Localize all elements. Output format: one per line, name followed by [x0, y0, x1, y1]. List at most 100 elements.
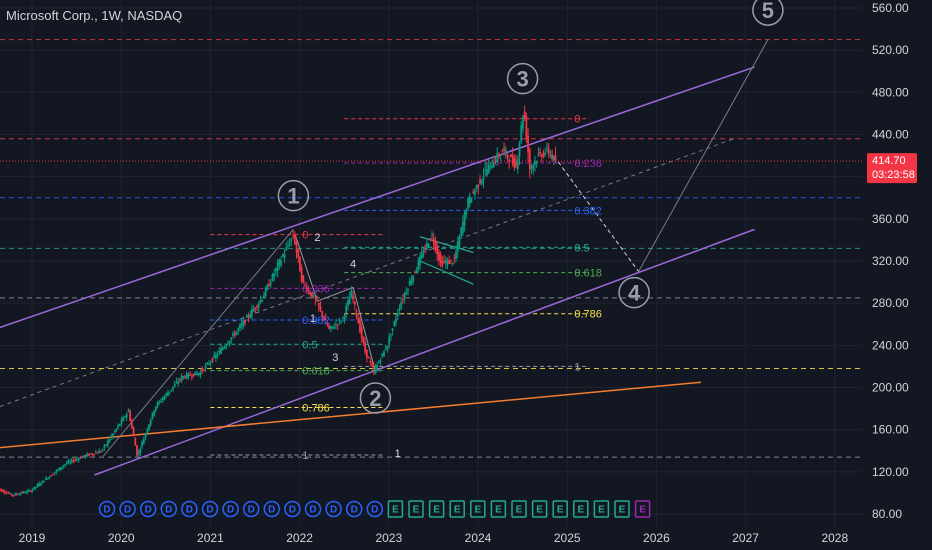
candle [55, 470, 58, 473]
x-tick-label: 2019 [19, 531, 46, 545]
candle [537, 154, 540, 156]
dividend-badge-label: D [330, 505, 337, 516]
candle [220, 348, 222, 354]
dividend-badge-label: D [103, 505, 110, 516]
candle [498, 155, 500, 157]
candle [551, 154, 554, 159]
candle [273, 273, 276, 277]
dividend-badge [304, 500, 322, 518]
candle [170, 389, 173, 391]
candle [261, 300, 264, 302]
support-line [0, 381, 702, 449]
dividend-badge [181, 500, 198, 518]
candle [168, 391, 171, 393]
candle [235, 331, 238, 335]
candle [486, 169, 488, 176]
dividend-badge-label: D [268, 505, 275, 516]
candle [305, 287, 308, 292]
earnings-badge [511, 500, 527, 518]
candle [48, 476, 51, 479]
candle [376, 364, 379, 370]
candle [288, 244, 291, 246]
candle [132, 427, 135, 437]
fib-label: 1 [302, 450, 308, 462]
dividend-badge-label: D [227, 505, 234, 516]
candle [491, 166, 493, 169]
candle [389, 335, 392, 337]
sub-wave-label: 1 [310, 313, 316, 325]
candle [230, 337, 233, 341]
candle [149, 419, 152, 426]
candle [118, 423, 121, 426]
dividend-badge [222, 500, 239, 518]
fib-label: 0.382 [302, 315, 330, 327]
candle [523, 111, 526, 119]
candle [360, 327, 363, 338]
x-tick-label: 2027 [732, 531, 759, 545]
candle [245, 315, 248, 318]
candle [208, 363, 210, 365]
dividend-badge [284, 500, 301, 518]
candle [62, 465, 65, 467]
candle [199, 371, 202, 376]
annotations: 0 0.236 0.382 0.5 0.618 0.786 1 0 0.236 0.382 0.5 0… [277, 0, 784, 462]
candle [448, 260, 451, 264]
candle [441, 261, 444, 267]
candle [153, 410, 156, 416]
candle [43, 481, 46, 483]
candle [58, 467, 61, 471]
candle [434, 240, 437, 251]
candle [34, 486, 37, 488]
candle [528, 148, 531, 170]
candle [479, 179, 481, 184]
candle [98, 450, 101, 454]
candle [70, 459, 73, 462]
dividend-badge [345, 500, 363, 518]
candle [419, 256, 421, 266]
candle [371, 364, 373, 366]
candle [297, 249, 300, 258]
earnings-badge-label: E [639, 505, 646, 516]
candle [38, 483, 41, 487]
candle [175, 381, 178, 383]
candle [130, 420, 133, 429]
candle [201, 369, 204, 372]
candle [506, 154, 509, 157]
candle [134, 438, 137, 446]
candle [148, 424, 150, 431]
candle [458, 236, 461, 247]
candle [223, 346, 226, 349]
earnings-badge [470, 500, 486, 518]
price-tag: 414.70 03:23:58 [867, 153, 917, 184]
candle [103, 445, 106, 449]
candle [94, 452, 97, 454]
dividend-badge [366, 500, 384, 518]
x-tick-label: 2020 [108, 531, 135, 545]
candle [202, 369, 205, 371]
candle [105, 444, 108, 446]
dividend-badge-label: D [289, 505, 296, 516]
candle [136, 445, 138, 456]
earnings-badge [552, 500, 568, 518]
candle [194, 371, 197, 376]
fib-label: 0 [302, 230, 308, 242]
candle [141, 441, 144, 447]
candle [226, 343, 229, 345]
candle [278, 259, 281, 265]
candle [115, 428, 118, 432]
candle [7, 492, 10, 494]
dividend-badge-label: D [124, 505, 131, 516]
candle [532, 164, 535, 170]
fib-label: 0.618 [574, 268, 602, 280]
candle [372, 366, 375, 371]
candle [221, 347, 224, 350]
candle [259, 300, 262, 303]
x-tick-label: 2021 [197, 531, 224, 545]
candle [280, 260, 282, 266]
y-tick-label: 200.00 [872, 381, 909, 395]
dividend-badge [119, 500, 136, 518]
wave-label: 5 [762, 0, 774, 23]
candle [395, 318, 397, 323]
